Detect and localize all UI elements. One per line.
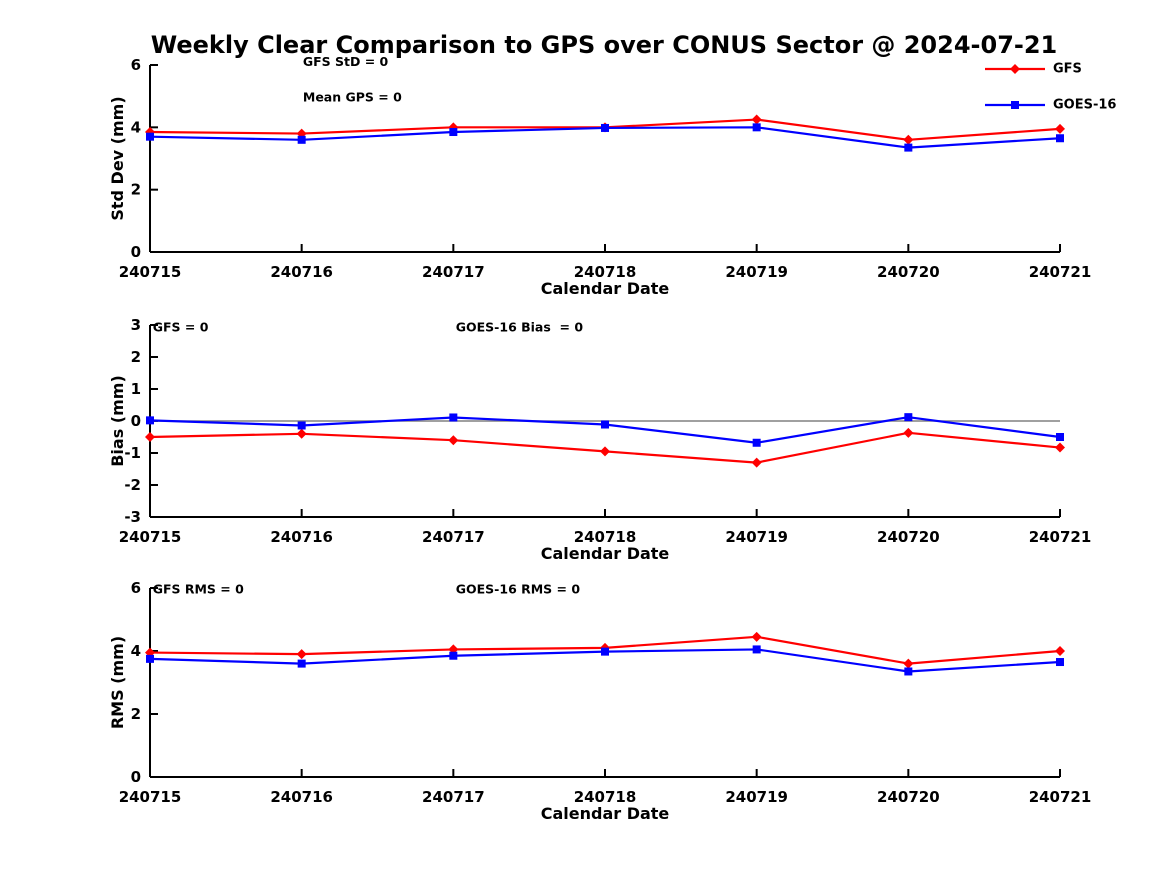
x-tick-label: 240720 — [877, 788, 940, 806]
diamond-marker — [296, 649, 307, 660]
x-tick-label: 240716 — [270, 528, 333, 546]
x-tick-label: 240720 — [877, 263, 940, 281]
square-marker — [601, 420, 609, 429]
diamond-marker — [600, 446, 610, 457]
square-marker — [146, 654, 154, 663]
square-marker — [752, 123, 761, 132]
y-tick-label: 4 — [131, 642, 141, 660]
y-tick-label: 4 — [131, 118, 141, 136]
chart-bias: -3 -2 -1 0 1 2 3 240715 240716 240717 240718 240719… — [108, 316, 1091, 563]
chart-std-dev: 0 2 4 6 240715 240716 240717 240718 240719 240720… — [108, 54, 1091, 298]
diamond-marker — [1055, 442, 1065, 453]
diamond-marker — [296, 428, 307, 439]
square-marker — [449, 651, 458, 660]
legend: GFS GOES-16 — [985, 62, 1116, 113]
x-tick-label: 240716 — [270, 788, 333, 806]
legend-label-gfs: GFS — [1053, 62, 1082, 77]
x-tick-label: 240717 — [422, 788, 485, 806]
square-marker — [297, 659, 306, 668]
y-tick-label: 2 — [131, 181, 141, 199]
y-tick-label: -2 — [124, 476, 141, 494]
y-tick-label: -1 — [124, 444, 141, 462]
square-marker — [449, 128, 458, 137]
diamond-marker — [751, 631, 762, 642]
x-tick-label: 240715 — [119, 528, 182, 546]
x-tick-label: 240717 — [422, 263, 485, 281]
x-axis-label: Calendar Date — [541, 279, 670, 298]
square-marker — [904, 143, 913, 152]
chart-rms: 0 2 4 6 240715 240716 240717 240718 240719 240720… — [108, 579, 1091, 823]
square-marker — [146, 132, 154, 141]
square-marker — [1056, 134, 1064, 143]
x-tick-label: 240718 — [574, 528, 637, 546]
y-tick-label: 1 — [131, 380, 141, 398]
x-tick-label: 240718 — [574, 263, 637, 281]
x-axis-label: Calendar Date — [541, 544, 670, 563]
square-marker — [449, 413, 458, 422]
legend-diamond-marker — [1010, 64, 1020, 74]
x-tick-label: 240717 — [422, 528, 485, 546]
x-tick-label: 240721 — [1029, 788, 1092, 806]
annotation-text: Mean GPS = 0 — [303, 89, 402, 104]
x-tick-label: 240716 — [270, 263, 333, 281]
diamond-marker — [145, 432, 155, 442]
y-tick-label: 2 — [131, 705, 141, 723]
annotation-text: GFS StD = 0 — [303, 54, 389, 69]
square-marker — [297, 135, 306, 144]
diamond-marker — [903, 658, 914, 669]
y-axis-label: RMS (mm) — [108, 636, 127, 729]
y-tick-label: 2 — [131, 348, 141, 366]
diamond-marker — [903, 134, 914, 145]
annotation-text: GFS RMS = 0 — [153, 581, 244, 596]
charts-group: 0 2 4 6 240715 240716 240717 240718 240719 240720… — [108, 54, 1091, 823]
square-marker — [601, 647, 609, 656]
figure-title: Weekly Clear Comparison to GPS over CONU… — [151, 31, 1058, 59]
x-tick-label: 240719 — [725, 263, 788, 281]
x-tick-label: 240719 — [725, 528, 788, 546]
y-tick-label: 0 — [131, 243, 141, 261]
x-tick-label: 240715 — [119, 263, 182, 281]
x-tick-label: 240718 — [574, 788, 637, 806]
y-tick-label: 0 — [131, 412, 141, 430]
square-marker — [904, 413, 913, 422]
annotation-text: GOES-16 Bias = 0 — [456, 319, 584, 334]
y-axis-label: Std Dev (mm) — [108, 96, 127, 220]
y-axis-label: Bias (mm) — [108, 375, 127, 467]
legend-square-marker — [1011, 101, 1019, 109]
x-axis-label: Calendar Date — [541, 804, 670, 823]
diamond-marker — [751, 114, 762, 125]
x-tick-label: 240719 — [725, 788, 788, 806]
x-tick-label: 240721 — [1029, 263, 1092, 281]
square-marker — [1056, 658, 1064, 667]
legend-label-goes-16: GOES-16 — [1053, 98, 1116, 113]
diamond-marker — [1055, 646, 1065, 656]
square-marker — [146, 416, 154, 425]
x-tick-label: 240721 — [1029, 528, 1092, 546]
square-marker — [297, 421, 306, 430]
square-marker — [752, 438, 761, 447]
square-marker — [1056, 433, 1064, 441]
y-tick-label: 3 — [131, 316, 141, 334]
x-tick-label: 240715 — [119, 788, 182, 806]
square-marker — [752, 645, 761, 654]
annotation-text: GOES-16 RMS = 0 — [456, 581, 581, 596]
annotation-text: GFS = 0 — [153, 319, 209, 334]
x-tick-label: 240720 — [877, 528, 940, 546]
y-tick-label: -3 — [124, 508, 141, 526]
y-tick-label: 0 — [131, 768, 141, 786]
y-tick-label: 6 — [131, 56, 141, 74]
y-tick-label: 6 — [131, 579, 141, 597]
diamond-marker — [751, 457, 762, 468]
diamond-marker — [1055, 123, 1065, 134]
square-marker — [904, 667, 913, 676]
diamond-marker — [903, 427, 914, 438]
diamond-marker — [448, 435, 459, 446]
square-marker — [601, 123, 609, 132]
